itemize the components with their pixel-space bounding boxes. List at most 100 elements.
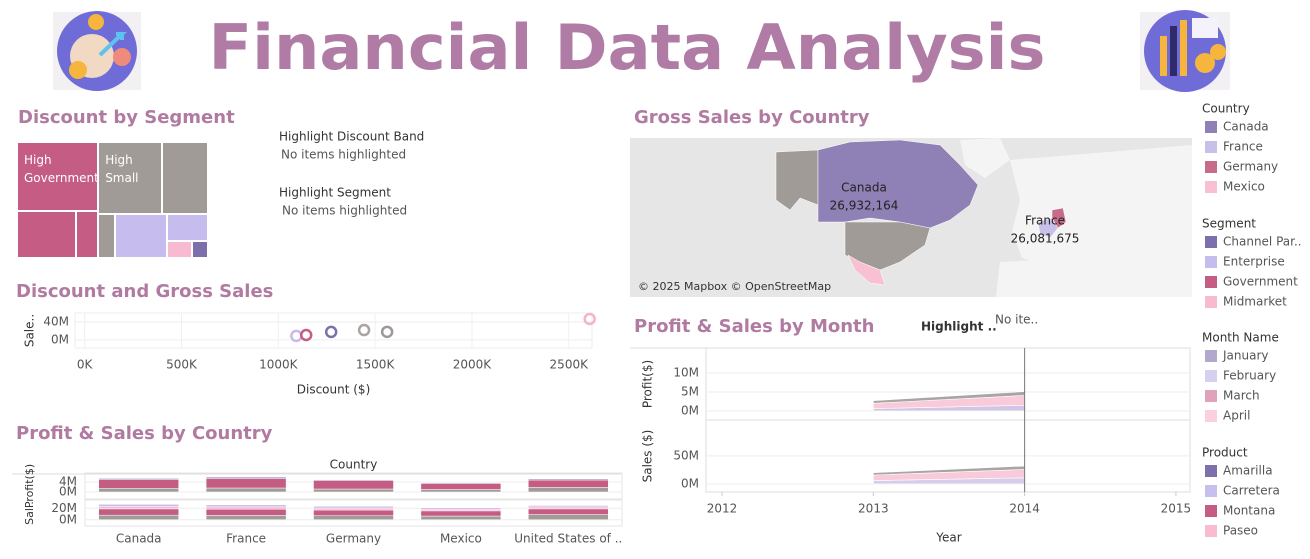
legend-swatch [1205,276,1217,288]
legend-swatch [1205,390,1217,402]
bar-segment [528,505,609,508]
legend-label: Germany [1223,160,1278,174]
y-tick-label: 0M [681,476,699,490]
bar-segment [205,478,287,489]
x-tick-label: 1500K [356,358,396,372]
x-tick-label: Canada [116,532,162,546]
bar-segment [205,506,287,510]
section-title: Discount and Gross Sales [16,281,273,302]
map-label: France [1025,214,1065,228]
x-header: Country [330,458,378,472]
treemap-cell [17,211,76,258]
y-tick-label: 0M [681,403,699,417]
map-value-label: 26,081,675 [1011,232,1080,246]
map-country [817,139,979,229]
bar-segment [205,477,287,479]
bar-segment [313,506,394,509]
x-tick-label: 2015 [1161,502,1192,516]
treemap-cell: High Small [98,142,162,215]
bar-segment [98,506,179,510]
bar-segment [313,515,394,521]
map-land [1025,196,1036,216]
legend-label: March [1223,389,1260,403]
legend-swatch [1205,465,1217,477]
x-axis-label: Year [935,531,961,545]
bar-segment [528,514,609,521]
treemap-label: High Government [24,153,99,185]
highlight-title: Highlight .. [921,320,997,334]
legend-swatch [1205,121,1217,133]
legend-swatch [1205,236,1217,248]
legend-label: Channel Par.. [1223,235,1302,249]
bar-segment [420,482,502,484]
bar-segment [98,478,179,480]
legend-label: Canada [1223,120,1269,134]
bar-segment [528,487,609,493]
x-tick-label: 500K [166,358,198,372]
legend-title: Country [1202,102,1250,116]
legend-swatch [1205,410,1217,422]
bar-segment [420,507,502,510]
scatter-point [357,323,371,337]
highlight-text: No items highlighted [282,204,407,218]
y-axis-label: Profit($) [641,360,655,408]
map-label: Canada [841,181,887,195]
plot-frame [84,472,623,500]
legend-label: Government [1223,275,1298,289]
bar-segment [313,507,394,511]
legend-swatch [1205,370,1217,382]
legend-title: Month Name [1202,331,1279,345]
map-land [960,138,1010,178]
bar-segment [98,514,179,521]
x-tick-label: 2012 [707,502,738,516]
map-country [1037,217,1059,239]
map-country [775,149,819,211]
bar-segment [313,509,394,516]
legend-title: Product [1202,446,1248,460]
plot-frame [84,499,623,527]
y-tick-label: 4M [59,475,77,489]
legend-label: France [1223,140,1263,154]
y-axis-label: Sale.. [23,314,37,347]
bar-segment [420,510,502,517]
x-tick-label: Mexico [440,532,482,546]
section-title: Profit & Sales by Month [634,316,874,337]
y-tick-label: 20M [51,501,77,515]
scatter-point [380,325,394,339]
y-tick-label: 50M [673,448,699,462]
bar-segment [420,483,502,490]
legend-label: Enterprise [1223,255,1285,269]
legend-label: February [1223,369,1276,383]
legend-label: January [1222,349,1269,363]
bar-segment [313,488,394,493]
legend-label: Montana [1223,504,1275,518]
x-tick-label: France [226,532,266,546]
section-title: Discount by Segment [18,107,235,128]
x-tick-label: 2013 [858,502,889,516]
legend-swatch [1205,350,1217,362]
treemap-cell [161,142,208,215]
bar-segment [98,504,179,507]
map: Canada 26,932,164 France 26,081,675 © 20… [630,138,1192,297]
map-attribution: © 2025 Mapbox © OpenStreetMap [638,280,831,293]
bar-segment [313,479,394,481]
treemap-label: High Small [105,153,139,185]
map-land [996,258,1082,297]
legend-swatch [1205,525,1217,537]
highlight-text: No items highlighted [281,148,406,162]
bar-segment [205,504,287,508]
legend-label: Midmarket [1223,295,1287,309]
treemap-cell [98,214,115,258]
right-icon [1140,10,1230,92]
map-value-label: 26,932,164 [830,199,899,213]
bar-segment [205,508,287,516]
y-tick-label: 10M [673,366,699,380]
treemap-cell: High Government [17,142,99,212]
y-tick-label: 40M [43,314,69,328]
legend-label: Mexico [1223,180,1265,194]
legend-label: Paseo [1223,524,1258,538]
y-tick-label: 5M [681,384,699,398]
left-icon [53,11,141,91]
y-tick-label: 0M [59,485,77,499]
x-tick-label: 1000K [259,358,299,372]
